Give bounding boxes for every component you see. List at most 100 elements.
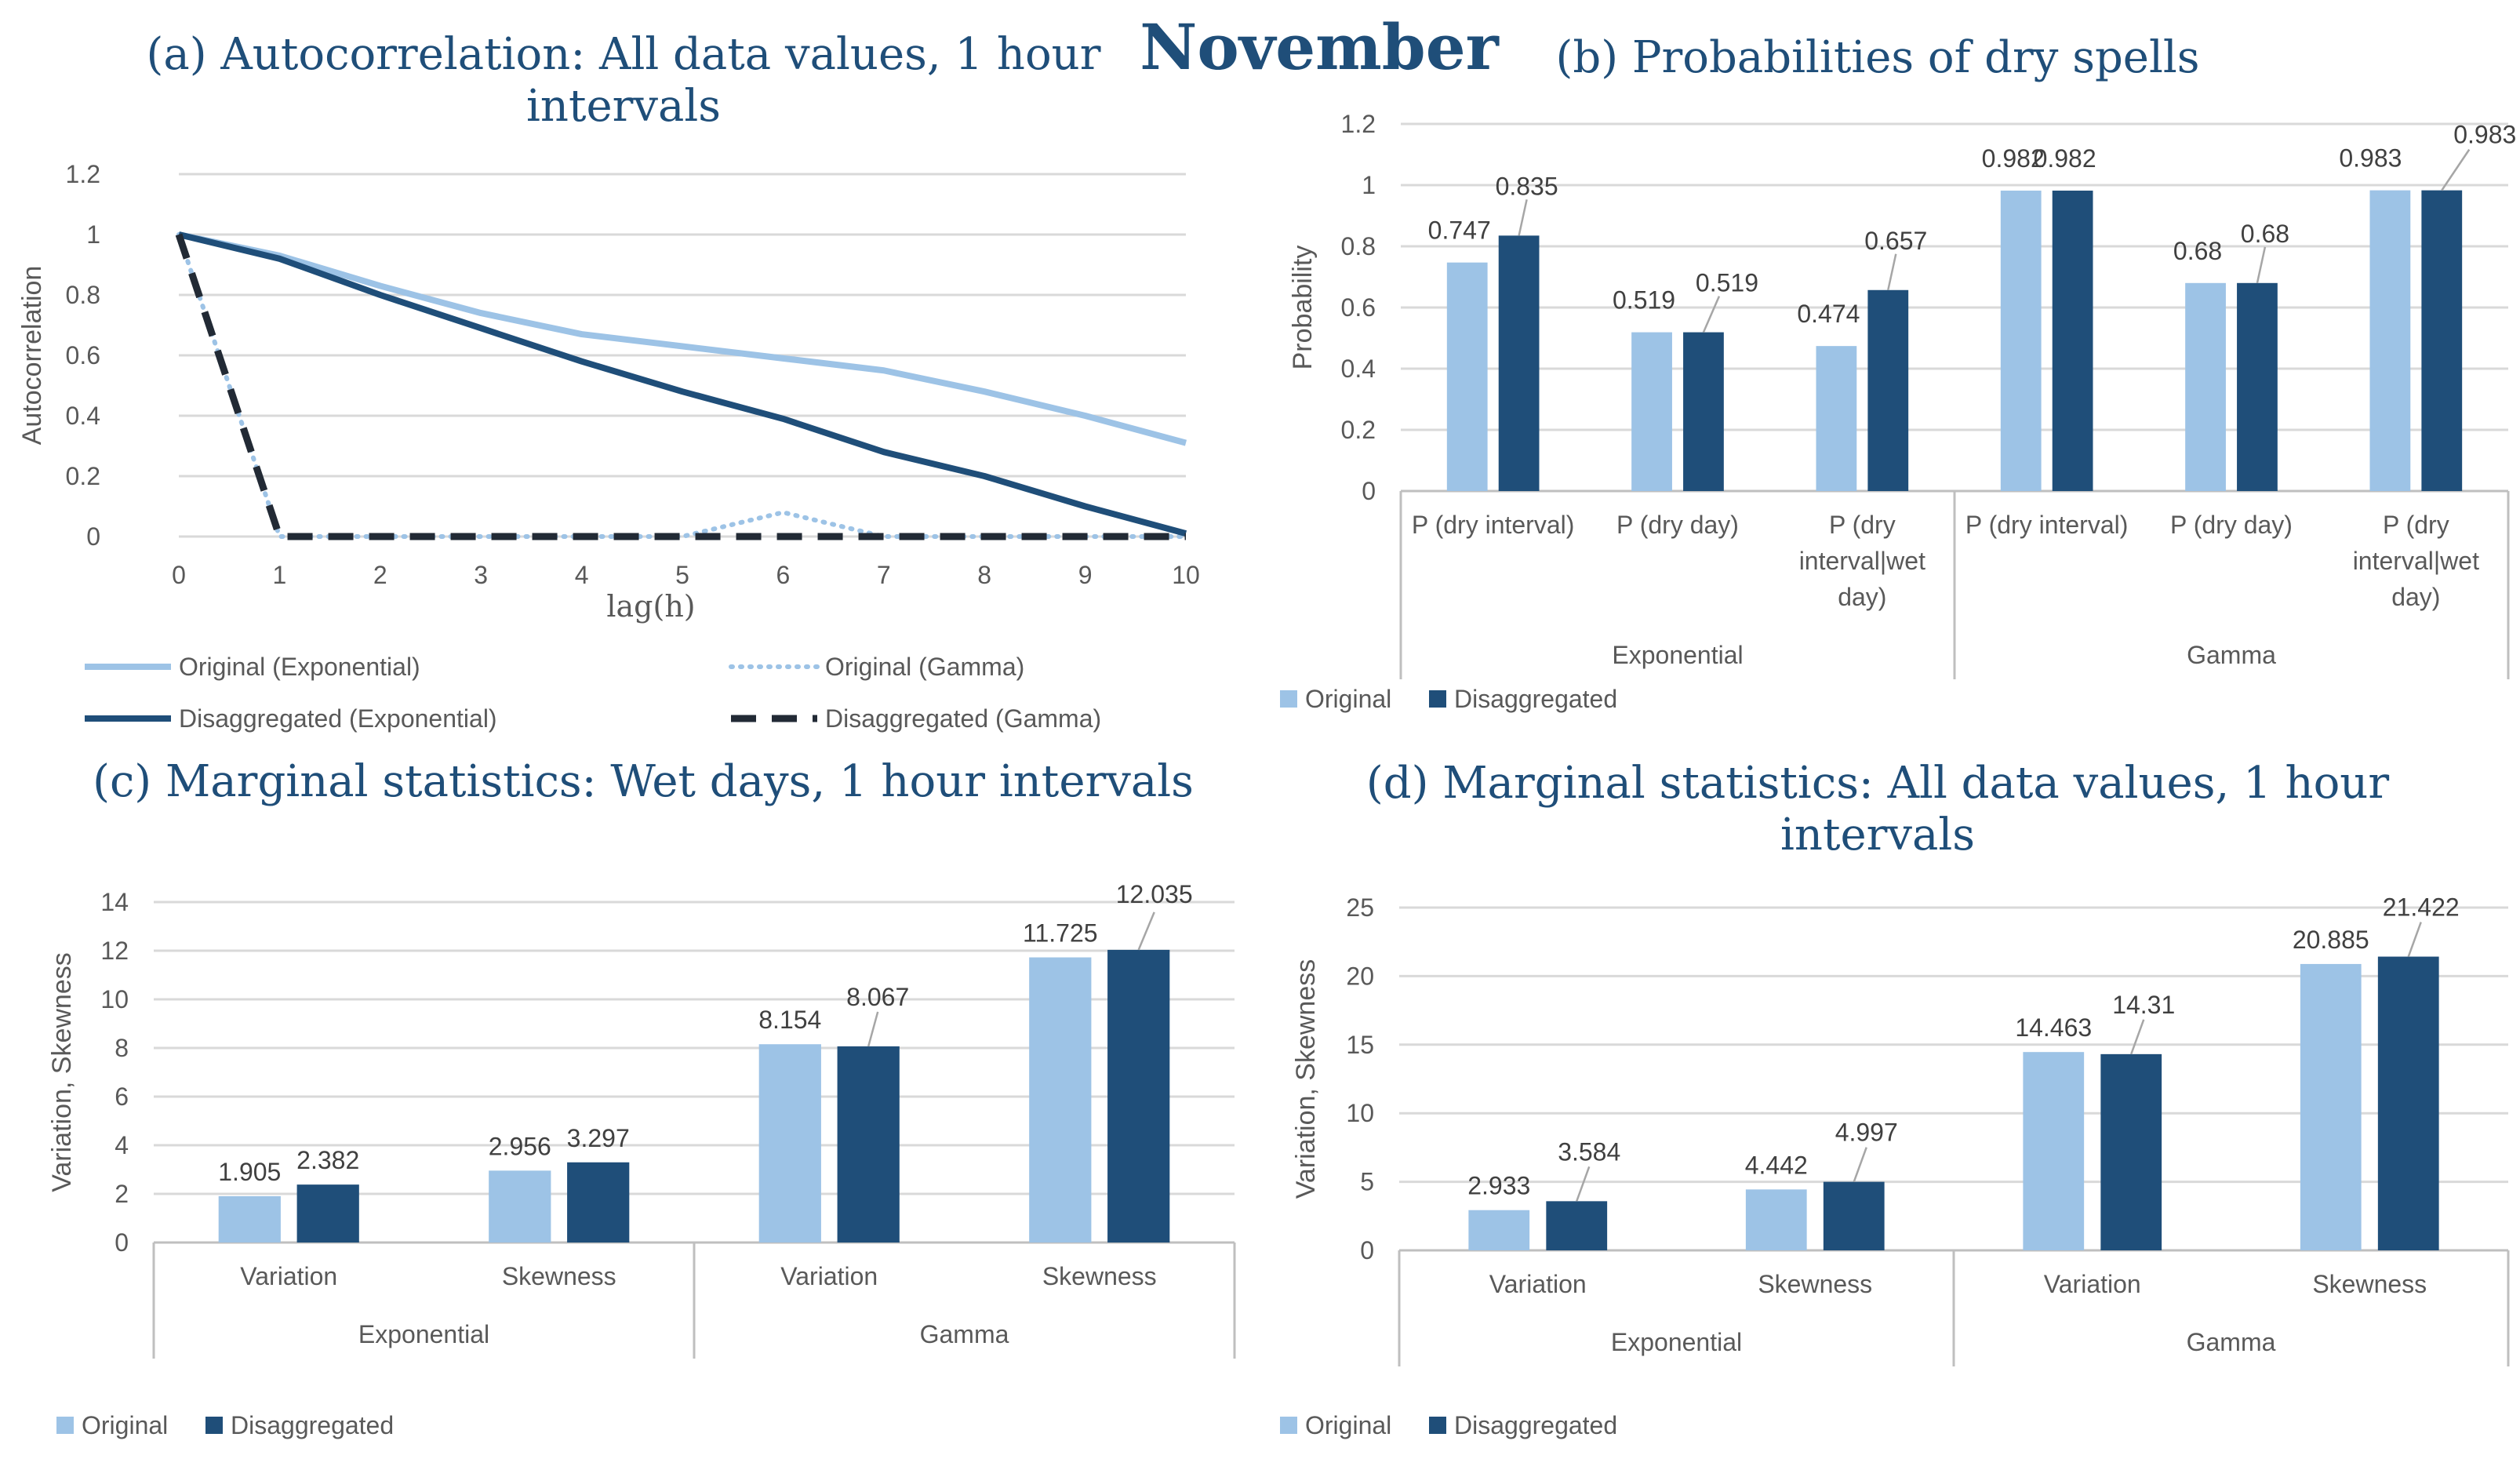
panel-d-label-leader — [2130, 1019, 2145, 1055]
panel-a-ytick-label: 0.6 — [66, 341, 100, 369]
panel-a-legend-label: Disaggregated (Exponential) — [179, 704, 497, 733]
panel-b-label-leader — [2256, 246, 2267, 284]
panel-c-bar-original — [758, 1044, 821, 1243]
panel-d-legend-swatch-disaggregated — [1429, 1417, 1446, 1434]
panel-b-category-label: day) — [2391, 583, 2440, 611]
panel-b-data-label: 0.474 — [1797, 300, 1860, 328]
panel-b-bar-disaggregated — [2237, 282, 2278, 491]
panel-d-data-label: 14.463 — [2015, 1013, 2092, 1042]
panel-b-data-label: 0.68 — [2241, 220, 2289, 248]
panel-d-category-label: Variation — [1489, 1270, 1587, 1298]
panel-b-title: (b) Probabilities of dry spells — [1556, 32, 2200, 83]
panel-b-category-label: P (dry — [2383, 511, 2449, 539]
panel-c-bar-disaggregated — [296, 1184, 359, 1243]
panel-b-ytick-label: 0 — [1362, 477, 1376, 505]
panel-c-bar-original — [218, 1195, 281, 1243]
panel-d-legend-label: Original — [1305, 1411, 1391, 1439]
panel-c-data-label: 3.297 — [567, 1124, 630, 1152]
panel-b-data-label: 0.519 — [1696, 269, 1758, 297]
panel-d-ytick-label: 0 — [1360, 1236, 1374, 1264]
panel-c-bar-disaggregated — [837, 1046, 900, 1243]
panel-d-bar-original — [2023, 1052, 2085, 1250]
panel-b-legend-swatch-original — [1280, 690, 1297, 708]
panel-c-bar-original — [1029, 957, 1092, 1243]
panel-b-bar-disaggregated — [2421, 190, 2463, 491]
panel-a-ytick-label: 0.8 — [66, 281, 100, 309]
panel-a-title-line2: intervals — [526, 81, 721, 132]
panel-b-data-label: 0.519 — [1613, 286, 1675, 315]
panel-d-ytick-label: 5 — [1360, 1168, 1374, 1196]
panel-b-label-leader — [1887, 253, 1897, 291]
panel-b-ytick-label: 0.2 — [1341, 416, 1376, 444]
panel-a-ytick-label: 1.2 — [66, 160, 100, 188]
panel-c-legend-label: Disaggregated — [231, 1411, 394, 1439]
panel-d-y-axis-title: Variation, Skewness — [1291, 959, 1321, 1199]
panel-b-bar-original — [1816, 346, 1857, 491]
panel-a-title: (a) Autocorrelation: All data values, 1 … — [146, 29, 1100, 80]
panel-c-category-label: Skewness — [502, 1262, 616, 1290]
panel-c-legend-label: Original — [82, 1411, 168, 1439]
panel-d-bar-disaggregated — [1823, 1181, 1885, 1250]
panel-b-ytick-label: 1 — [1362, 171, 1376, 199]
panel-d-bar-disaggregated — [1546, 1201, 1608, 1250]
panel-d-data-label: 14.31 — [2112, 991, 2175, 1019]
panel-d-group-label: Gamma — [2187, 1328, 2276, 1356]
panel-d-group-label: Exponential — [1611, 1328, 1742, 1356]
panel-c-ytick-label: 14 — [100, 888, 129, 916]
panel-b-bar-disaggregated — [2052, 191, 2093, 491]
panel-b-dry-spells-chart: (b) Probabilities of dry spells 0 0.2 0.4 0.… — [1280, 32, 2516, 713]
panel-c-ytick-label: 6 — [115, 1082, 129, 1111]
panel-a-xtick-label: 3 — [474, 561, 488, 589]
figure-title: November — [1140, 10, 1499, 84]
panel-b-bar-original — [1631, 332, 1672, 491]
panel-a-xtick-label: 10 — [1172, 561, 1200, 589]
panel-a-legend-label: Original (Gamma) — [825, 653, 1024, 681]
panel-c-category-label: Variation — [780, 1262, 878, 1290]
panel-a-ytick-label: 0.2 — [66, 462, 100, 490]
panel-b-bar-disaggregated — [1498, 235, 1540, 491]
panel-a-ytick-label: 0.4 — [66, 402, 100, 430]
panel-c-group-label: Exponential — [358, 1320, 489, 1348]
panel-c-ytick-label: 8 — [115, 1034, 129, 1062]
panel-c-data-label: 1.905 — [218, 1158, 281, 1186]
panel-b-ytick-label: 1.2 — [1341, 110, 1376, 138]
panel-a-xtick-label: 9 — [1078, 561, 1093, 589]
panel-a-xtick-label: 0 — [172, 561, 186, 589]
panel-d-bar-original — [2300, 963, 2362, 1250]
panel-a-autocorrelation-chart: (a) Autocorrelation: All data values, 1 … — [17, 29, 1200, 733]
panel-d-category-label: Skewness — [1758, 1270, 1872, 1298]
panel-b-label-leader — [1518, 199, 1528, 236]
panel-d-ytick-label: 25 — [1346, 893, 1374, 922]
panel-d-data-label: 2.933 — [1467, 1172, 1530, 1200]
panel-a-xtick-label: 2 — [373, 561, 387, 589]
panel-b-category-label: P (dry interval) — [1412, 511, 1574, 539]
panel-d-category-label: Variation — [2044, 1270, 2141, 1298]
panel-c-data-label: 2.956 — [489, 1132, 551, 1160]
panel-a-legend-label: Original (Exponential) — [179, 653, 420, 681]
panel-c-category-label: Variation — [240, 1262, 337, 1290]
panel-c-bar-original — [489, 1170, 551, 1243]
panel-d-title: (d) Marginal statistics: All data values… — [1366, 758, 2389, 809]
panel-d-all-values-chart: (d) Marginal statistics: All data values… — [1280, 758, 2510, 1439]
panel-c-ytick-label: 10 — [100, 985, 129, 1013]
panel-b-bar-original — [2369, 190, 2411, 491]
panel-b-y-axis-title: Probability — [1288, 246, 1318, 370]
panel-c-bar-disaggregated — [567, 1162, 630, 1243]
panel-c-data-label: 12.035 — [1116, 880, 1193, 908]
panel-b-data-label: 0.983 — [2339, 144, 2402, 173]
panel-d-bar-original — [1745, 1189, 1807, 1250]
panel-b-label-leader — [1702, 296, 1721, 333]
panel-b-category-label: day) — [1838, 583, 1886, 611]
panel-c-data-label: 8.067 — [846, 983, 909, 1011]
panel-c-ytick-label: 2 — [115, 1180, 129, 1208]
panel-a-ytick-label: 1 — [86, 220, 100, 249]
panel-b-category-label: P (dry — [1829, 511, 1896, 539]
panel-c-ytick-label: 4 — [115, 1131, 129, 1159]
panel-c-legend-swatch-original — [56, 1417, 74, 1434]
panel-d-category-label: Skewness — [2312, 1270, 2427, 1298]
panel-b-category-label: interval|wet — [2353, 547, 2479, 575]
panel-c-y-axis-title: Variation, Skewness — [47, 952, 77, 1192]
panel-d-data-label: 20.885 — [2293, 926, 2369, 954]
panel-d-data-label: 4.442 — [1745, 1151, 1808, 1179]
